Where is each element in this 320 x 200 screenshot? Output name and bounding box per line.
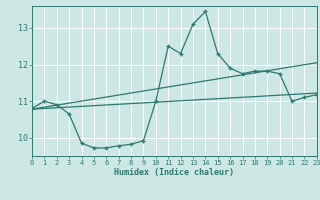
X-axis label: Humidex (Indice chaleur): Humidex (Indice chaleur)	[115, 168, 234, 177]
